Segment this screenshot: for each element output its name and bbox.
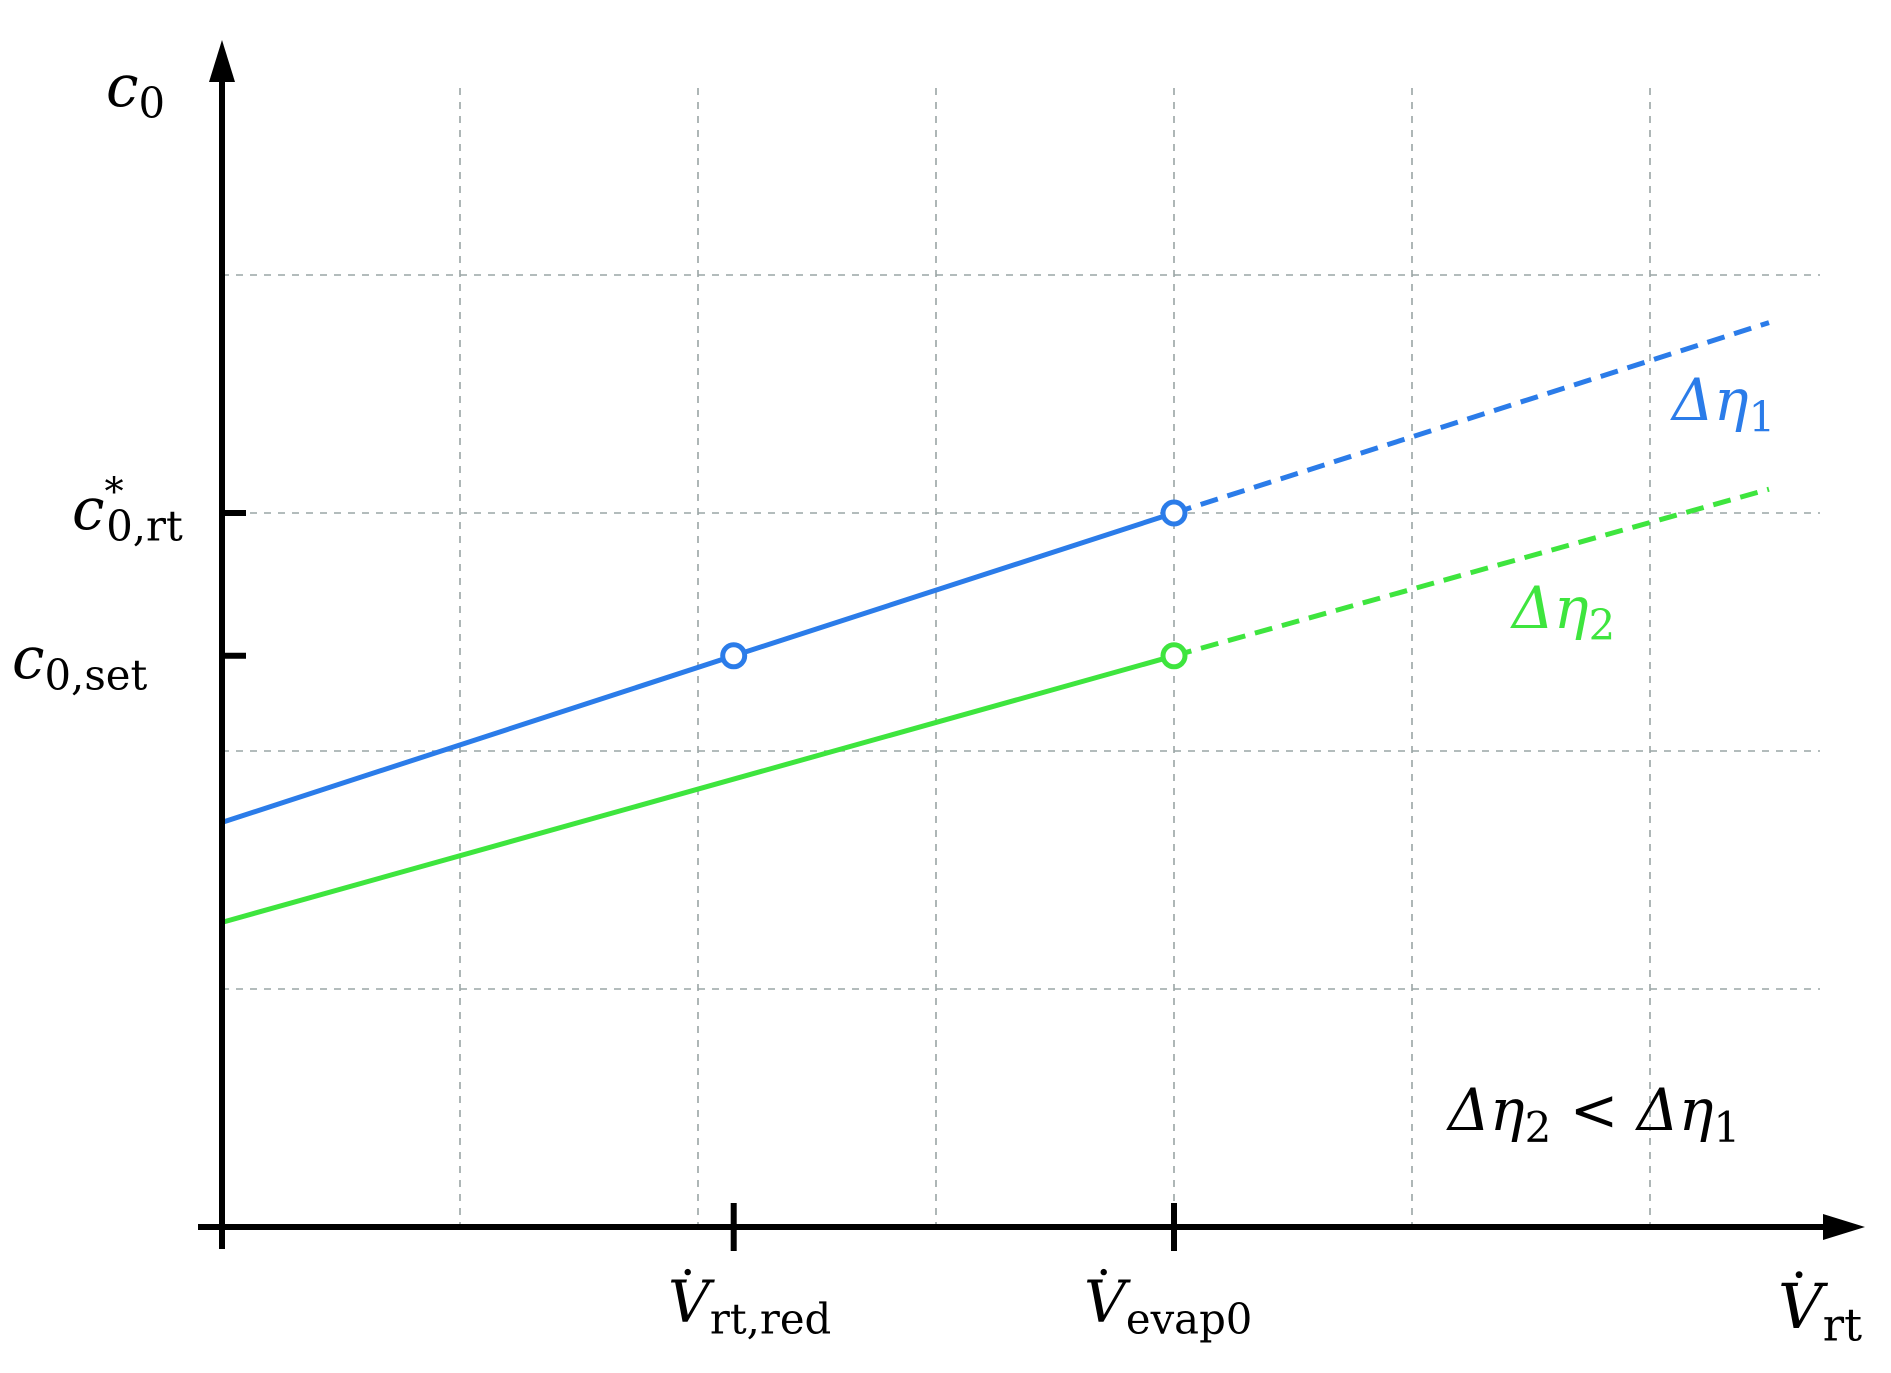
series-1 [221, 320, 1770, 825]
x-tick-label-1-symbol: V [668, 1268, 715, 1336]
series-1-extrapolation [1173, 320, 1770, 516]
y-axis-label-symbol: c [106, 52, 138, 120]
y-axis-label: c0 [106, 52, 165, 128]
y-tick-label-1-text: c0,set [12, 624, 147, 700]
series-label-1-subscript: 1 [1749, 393, 1776, 442]
x-tick-label-1: Vrt,red [668, 1268, 831, 1344]
y-tick-label-1-subscript: 0,set [44, 650, 147, 699]
annotation-part-2: 2 [1525, 1103, 1552, 1152]
y-tick-label-1: c0,set [12, 624, 147, 700]
series-label-2-symbol: Δη [1510, 574, 1589, 642]
annotation-part-5: 1 [1714, 1103, 1741, 1152]
y-tick-label-2-text: c* 0,rt [72, 470, 183, 551]
y-axis-arrow [209, 40, 235, 82]
series-1-marker-2 [1160, 499, 1188, 527]
x-axis-label-symbol: V [1778, 1270, 1829, 1343]
x-tick-label-1-text: Vrt,red [668, 1268, 831, 1344]
x-tick-label-2-subscript: evap0 [1126, 1295, 1252, 1344]
x-tick-label-2-dot [1100, 1268, 1107, 1276]
x-axis-label-subscript: rt [1823, 1299, 1862, 1351]
y-axis-label-text: c0 [106, 52, 165, 128]
series-label-1: Δη1 [1670, 366, 1775, 442]
annotation-part-3: < [1551, 1076, 1636, 1144]
y-tick-label-2-subscript: 0,rt [106, 502, 183, 551]
x-axis-arrow [1823, 1214, 1865, 1240]
annotation: Δη2 < Δη1 [1446, 1076, 1740, 1152]
series-2-line [221, 653, 1175, 925]
y-tick-label-1-symbol: c [12, 624, 44, 692]
y-tick-label-2-symbol: c [72, 475, 104, 543]
x-axis-label-text: Vrt [1778, 1270, 1862, 1351]
y-axis-label-subscript: 0 [138, 79, 165, 128]
annotation-part-1: Δη [1446, 1076, 1525, 1144]
grid [222, 88, 1820, 1227]
y-tick-label-2-superscript: * [104, 470, 123, 515]
series-2-marker-1 [1160, 642, 1188, 670]
series-label-2-subscript: 2 [1589, 601, 1616, 650]
annotation-text: Δη2 < Δη1 [1446, 1076, 1740, 1152]
y-tick-label-2: c* 0,rt [72, 470, 183, 551]
series-1-marker-1 [720, 642, 748, 670]
series-label-2: Δη2 [1510, 574, 1615, 650]
x-tick-label-2: Vevap0 [1084, 1268, 1252, 1344]
annotation-part-4: Δη [1635, 1076, 1714, 1144]
x-axis-label: Vrt [1778, 1270, 1862, 1351]
series-label-1-symbol: Δη [1670, 366, 1749, 434]
series-2 [221, 486, 1770, 925]
x-tick-label-1-subscript: rt,red [710, 1295, 831, 1344]
series-2-extrapolation [1173, 486, 1770, 659]
axes [198, 40, 1865, 1251]
x-axis-label-dot [1795, 1271, 1803, 1279]
x-tick-label-2-text: Vevap0 [1084, 1268, 1252, 1344]
series-label-2-text: Δη2 [1510, 574, 1615, 650]
series-label-1-text: Δη1 [1670, 366, 1775, 442]
x-tick-label-2-symbol: V [1084, 1268, 1131, 1336]
x-tick-label-1-dot [684, 1268, 691, 1276]
series-group [221, 320, 1770, 925]
